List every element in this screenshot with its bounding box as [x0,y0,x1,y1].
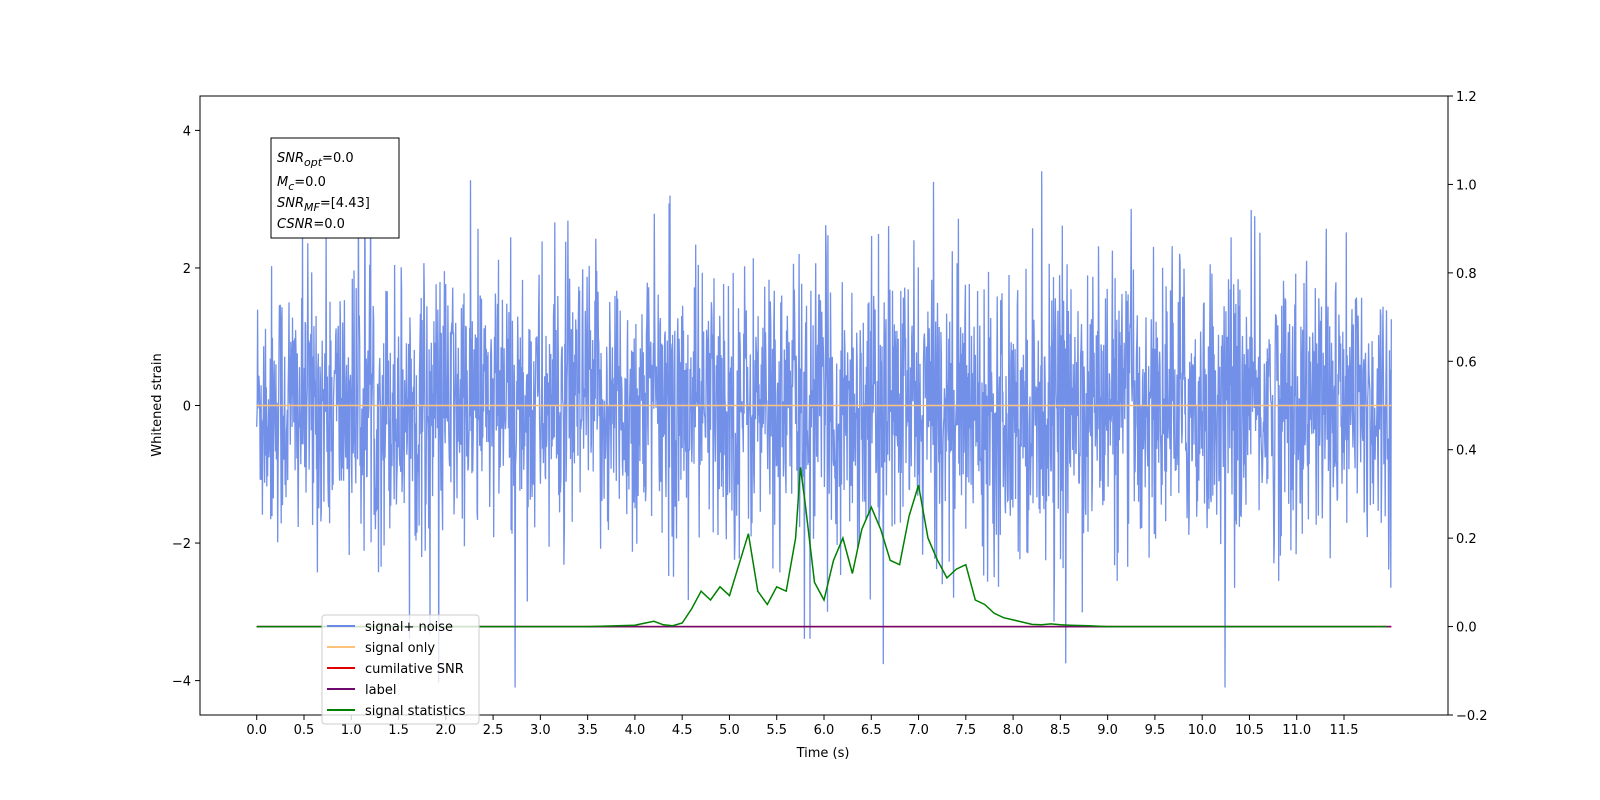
y2-axis-ticks: −0.2 0.0 0.2 0.4 0.6 0.8 1.0 1.2 [1448,90,1488,724]
series-signal-plus-noise [256,143,1392,688]
x-tick-label: 2.0 [435,723,456,738]
y2-tick-label: 1.2 [1456,90,1477,105]
x-tick-label: 9.0 [1097,723,1118,738]
legend-entry: signal+ noise [365,620,453,635]
y2-tick-label: 0.8 [1456,267,1477,282]
y-axis-label: Whitened strain [150,353,165,456]
y-tick-label: 0 [183,400,191,415]
y-tick-label: 4 [183,124,191,139]
x-tick-label: 0.0 [246,723,267,738]
x-tick-label: 6.0 [814,723,835,738]
y2-tick-label: 0.4 [1456,444,1477,459]
x-axis-label: Time (s) [796,746,850,761]
y-axis-ticks: −4 −2 0 2 4 [172,124,200,690]
legend-entry: signal statistics [365,704,466,719]
x-tick-label: 1.5 [388,723,409,738]
legend-entry: cumilative SNR [365,662,464,677]
axes-frame [199,95,1449,716]
annotation-line: SNRMF=[4.43] [277,196,370,214]
legend-entry: label [365,683,396,698]
x-tick-label: 7.5 [955,723,976,738]
x-tick-label: 6.5 [861,723,882,738]
x-tick-label: 4.5 [672,723,693,738]
y2-tick-label: 0.6 [1456,355,1477,370]
y-tick-label: 2 [183,262,191,277]
annotation-line: SNRopt=0.0 [277,151,354,169]
x-tick-label: 3.5 [577,723,598,738]
x-tick-label: 1.0 [341,723,362,738]
annotation-frame [270,137,400,239]
x-tick-label: 5.0 [719,723,740,738]
y2-tick-label: 1.0 [1456,178,1477,193]
y2-tick-label: 0.0 [1456,621,1477,636]
annotation-line: CSNR=0.0 [277,217,345,232]
y-tick-label: −2 [172,537,191,552]
x-tick-label: 5.5 [766,723,787,738]
x-tick-label: 11.0 [1282,723,1311,738]
y-tick-label: −4 [172,675,191,690]
legend-entry: signal only [365,641,435,656]
legend: signal+ noise signal only cumilative SNR la… [321,614,480,725]
y2-tick-label: 0.2 [1456,532,1477,547]
x-tick-label: 2.5 [483,723,504,738]
x-tick-label: 3.0 [530,723,551,738]
y2-tick-label: −0.2 [1456,709,1488,724]
x-tick-label: 9.5 [1145,723,1166,738]
x-tick-label: 8.0 [1003,723,1024,738]
annotation-box: SNRopt=0.0 Mc=0.0 SNRMF=[4.43] CSNR=0.0 [270,137,400,239]
x-tick-label: 10.0 [1188,723,1217,738]
x-tick-label: 4.0 [625,723,646,738]
x-tick-label: 8.5 [1050,723,1071,738]
x-tick-label: 0.5 [294,723,315,738]
x-axis-ticks: 0.0 0.5 1.0 1.5 2.0 2.5 3.0 3.5 4.0 4.5 5.0 5.5 6.0 6… [246,715,1358,738]
x-tick-label: 7.0 [908,723,929,738]
annotation-line: Mc=0.0 [277,175,326,193]
legend-frame [321,614,480,725]
series-signal-statistics [256,467,1387,628]
x-tick-label: 11.5 [1330,723,1359,738]
x-tick-label: 10.5 [1235,723,1264,738]
